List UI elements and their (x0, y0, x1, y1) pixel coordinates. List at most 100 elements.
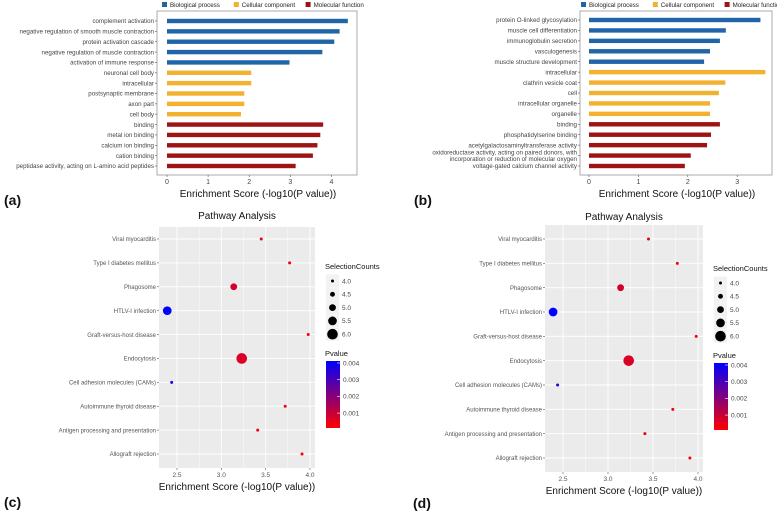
data-point (256, 428, 260, 432)
bar (167, 153, 313, 158)
color-bar (326, 361, 340, 428)
category-label: postsynaptic membrane (88, 91, 154, 98)
category-label: cell (568, 90, 577, 97)
category-label: neuronal cell body (104, 70, 155, 77)
x-tick-label: 3.5 (261, 472, 270, 479)
bar (589, 28, 726, 33)
x-axis-title: Enrichment Score (-log10(P value)) (546, 486, 703, 497)
x-tick-label: 0 (587, 179, 591, 186)
panel-tag: (d) (413, 495, 431, 511)
bar (167, 122, 324, 127)
legend-swatch (581, 2, 586, 7)
data-point (694, 334, 698, 338)
color-legend-label: 0.002 (731, 396, 748, 403)
color-legend-label: 0.004 (731, 362, 748, 369)
size-legend-label: 4.5 (730, 294, 739, 301)
data-point (288, 261, 292, 265)
category-label: Antigen processing and presentation (59, 428, 156, 434)
color-legend-title: Pvalue (325, 349, 348, 358)
category-label: Graft-versus-host disease (473, 335, 542, 341)
legend-swatch (233, 2, 239, 7)
x-axis-title: Enrichment Score (-log10(P value)) (180, 189, 337, 200)
size-legend-label: 5.0 (730, 307, 739, 314)
category-label: acetylgalactosaminyltransferase activity (468, 142, 578, 149)
size-legend-label: 4.5 (342, 292, 351, 299)
size-legend-label: 6.0 (730, 334, 739, 341)
bar (167, 163, 296, 169)
bar (589, 132, 712, 137)
bar (167, 60, 290, 65)
x-tick-label: 2.5 (172, 472, 181, 479)
category-label: phosphatidylserine binding (504, 132, 578, 139)
data-point (556, 383, 560, 387)
panel-tag: (a) (4, 192, 21, 208)
bar (589, 17, 761, 23)
category-label: Type I diabetes mellitus (93, 261, 156, 267)
category-label: metal ion binding (107, 132, 154, 139)
legend-label: Cellular component (242, 2, 296, 9)
x-tick-label: 3 (288, 179, 292, 186)
legend-label: Molecular function (314, 2, 365, 9)
dot-chart-d: Pathway Analysis 2.5 3.0 3.5 4.0 Viral myocar… (413, 212, 768, 511)
data-point (300, 452, 304, 456)
size-legend-dot (331, 279, 334, 283)
category-label: negative regulation of smooth muscle con… (20, 29, 155, 36)
legend-swatch (305, 2, 311, 7)
category-label: Endocytosis (124, 357, 156, 363)
bar (167, 101, 245, 107)
bar (589, 153, 691, 158)
bar (589, 38, 720, 44)
category-label: Autoimmune thyroid disease (80, 404, 156, 410)
color-legend-label: 0.001 (343, 410, 360, 417)
x-tick-label: 3 (735, 179, 739, 186)
data-point (647, 237, 650, 241)
x-tick-label: 4.0 (693, 476, 702, 483)
bar (167, 29, 340, 34)
size-legend-dot (716, 318, 725, 328)
category-label: vasculogenesis (535, 48, 577, 55)
x-tick-label: 4.0 (305, 472, 314, 479)
data-point (675, 261, 679, 265)
size-legend-dot (718, 293, 723, 299)
category-label: cell body (130, 111, 155, 118)
legend-swatch (162, 2, 167, 7)
category-label: Allograft rejection (110, 452, 156, 458)
data-point (259, 237, 263, 241)
bar (167, 132, 321, 138)
category-label: binding (134, 122, 155, 129)
bar (167, 18, 348, 24)
category-label: Endocytosis (510, 359, 542, 365)
bar (589, 59, 705, 64)
x-tick-label: 3.5 (648, 476, 657, 483)
x-axis-title: Enrichment Score (-log10(P value)) (159, 482, 316, 493)
data-point (162, 306, 172, 316)
data-point (623, 355, 634, 366)
size-legend-title: SelectionCounts (325, 262, 380, 271)
category-label: muscle cell differentiation (508, 28, 578, 35)
data-point (688, 456, 692, 460)
category-label: activation of immune response (70, 60, 154, 67)
category-label: immunoglobulin secretion (507, 38, 578, 45)
legend-label: Molecular function (733, 2, 777, 9)
bar (589, 142, 708, 148)
size-legend-dot (719, 281, 722, 285)
category-label: Graft-versus-host disease (87, 333, 156, 339)
category-label: Autoimmune thyroid disease (466, 408, 542, 414)
panel-tag: (b) (414, 192, 432, 208)
bar (589, 122, 720, 127)
bar (167, 143, 318, 148)
category-label: negative regulation of muscle contractio… (42, 49, 155, 56)
x-tick-label: 0 (165, 179, 169, 186)
chart-title: Pathway Analysis (198, 211, 276, 222)
bar (589, 69, 766, 75)
x-tick-label: 2.5 (558, 476, 567, 483)
x-axis-title: Enrichment Score (-log10(P value)) (599, 189, 756, 200)
x-tick-label: 4 (329, 179, 333, 186)
panel-tag: (c) (4, 494, 21, 510)
bar (589, 90, 719, 96)
data-point (671, 407, 675, 411)
legend-swatch (652, 2, 658, 7)
x-tick-label: 3.0 (217, 472, 226, 479)
plot-panel (545, 225, 703, 472)
category-label: protein O-linked glycosylation (496, 17, 577, 24)
